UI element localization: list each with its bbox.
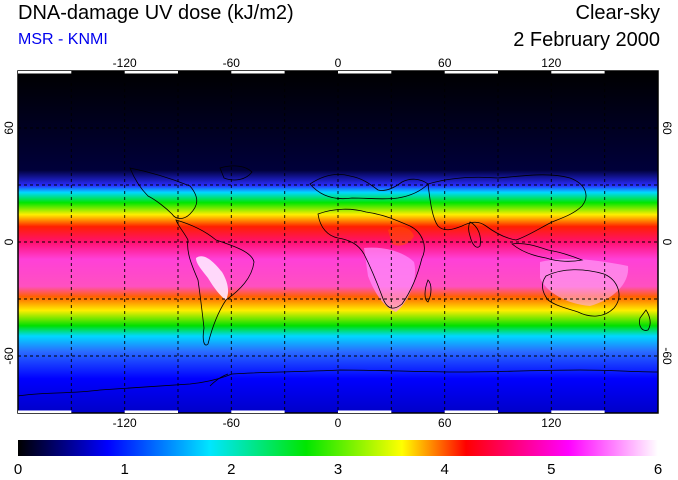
lat-tick-label-left: 0: [2, 238, 16, 245]
colorbar-tick-label: 3: [334, 461, 342, 478]
lon-tick-label-top: 120: [541, 56, 561, 70]
lon-tick-label-top: 60: [438, 56, 452, 70]
colorbar-tick-label: 2: [227, 461, 235, 478]
colorbar: 0 1 2 3 4 5 6: [14, 440, 662, 478]
coast-north-america: [129, 167, 198, 219]
coast-antarctic-peninsula: [209, 373, 229, 387]
lat-tick-label-right: 0: [660, 239, 674, 246]
lon-tick-label-top: -60: [223, 56, 241, 70]
coast-australia: [542, 269, 620, 317]
coast-antarctica: [18, 369, 658, 397]
coast-asia: [427, 174, 587, 241]
coast-indonesia: [511, 243, 584, 262]
lon-tick-label-top: 0: [335, 56, 342, 70]
africa-high-dose-region: [364, 247, 416, 312]
lat-tick-label-right: -60: [660, 347, 674, 365]
coast-madagascar: [424, 279, 432, 303]
colorbar-tick-label: 5: [547, 461, 555, 478]
colorbar-tick-label: 6: [654, 461, 662, 478]
coast-new-zealand: [639, 309, 651, 331]
colorbar-tick-label: 0: [14, 461, 22, 478]
lon-tick-label-bottom: 0: [335, 416, 342, 430]
colorbar-tick-label: 4: [441, 461, 449, 478]
lat-tick-label-right: 60: [660, 121, 674, 135]
date-label: 2 February 2000: [513, 29, 660, 51]
lon-tick-label-bottom: 120: [541, 416, 561, 430]
map-border: [17, 70, 659, 414]
lon-tick-label-bottom: 60: [438, 416, 452, 430]
africa-equator-orange: [388, 226, 414, 246]
lon-tick-label-bottom: -60: [223, 416, 241, 430]
lat-tick-label-left: -60: [2, 347, 16, 365]
source-label: MSR - KNMI: [18, 31, 108, 48]
lon-tick-label-top: -120: [113, 56, 137, 70]
graticule: [18, 71, 658, 413]
lon-tick-label-bottom: -120: [113, 416, 137, 430]
coast-europe: [309, 174, 429, 200]
coast-greenland: [219, 165, 253, 181]
map-title: DNA-damage UV dose (kJ/m2): [18, 2, 294, 24]
lat-tick-label-left: 60: [2, 121, 16, 135]
sky-condition-label: Clear-sky: [575, 2, 660, 24]
colorbar-tick-label: 1: [121, 461, 129, 478]
coast-india: [468, 221, 481, 248]
coast-africa: [317, 208, 425, 309]
south-america-peak-region: [196, 256, 229, 300]
